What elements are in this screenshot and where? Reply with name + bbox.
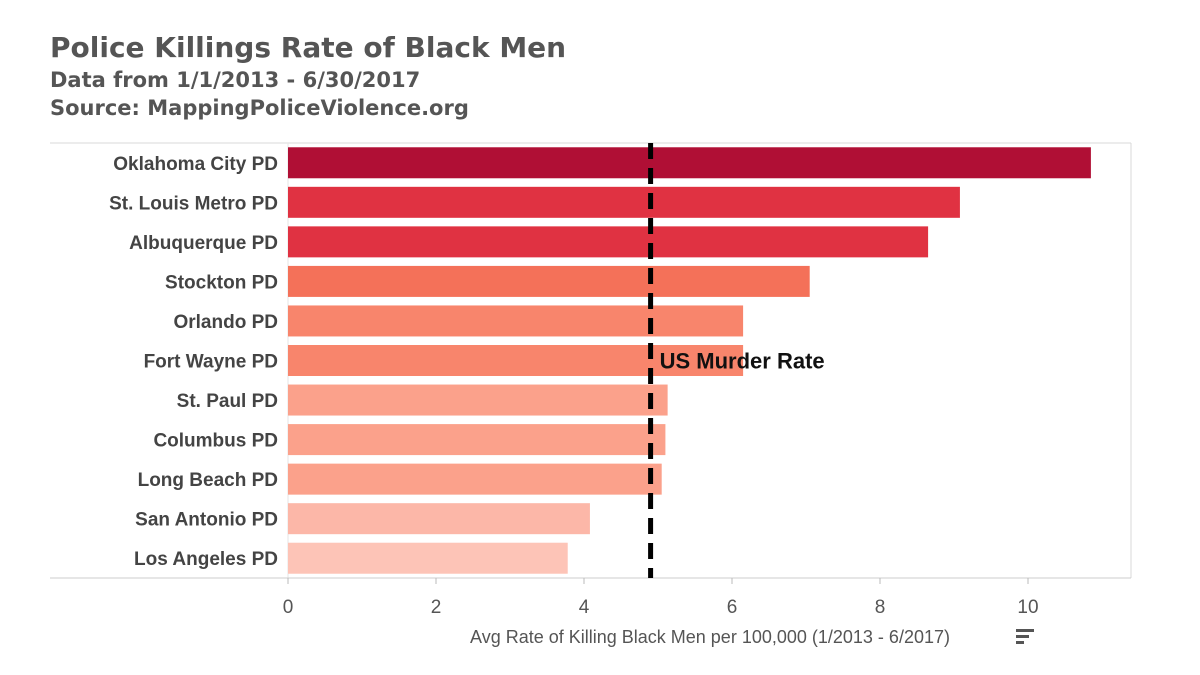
x-tick-label: 6 [727, 597, 738, 618]
bar[interactable] [288, 503, 590, 535]
x-tick-label: 10 [1017, 597, 1038, 618]
bar[interactable] [288, 305, 744, 337]
bar[interactable] [288, 186, 960, 218]
bar[interactable] [288, 463, 662, 495]
bar[interactable] [288, 542, 568, 574]
x-tick-label: 8 [875, 597, 886, 618]
category-label: St. Paul PD [177, 391, 278, 412]
bar[interactable] [288, 384, 668, 416]
category-label: Albuquerque PD [129, 233, 278, 254]
sort-descending-icon[interactable] [1016, 629, 1034, 644]
sort-icon-bar [1016, 629, 1034, 632]
chart-subtitle-dates: Data from 1/1/2013 - 6/30/2017 [50, 68, 421, 92]
sort-icon-bar [1016, 635, 1029, 638]
category-label: Los Angeles PD [134, 549, 278, 570]
bar[interactable] [288, 147, 1091, 179]
category-label: Orlando PD [173, 312, 278, 333]
bar[interactable] [288, 265, 810, 297]
reference-line-group: US Murder Rate [648, 143, 825, 578]
sort-icon-bar [1016, 641, 1024, 644]
x-axis-ticks: 0 2 4 6 8 10 [283, 578, 1039, 618]
category-label: Oklahoma City PD [113, 154, 278, 175]
category-label: Fort Wayne PD [144, 352, 278, 373]
category-label: San Antonio PD [135, 510, 278, 531]
chart-header: Police Killings Rate of Black Men Data f… [50, 30, 566, 122]
x-tick-label: 4 [579, 597, 590, 618]
bar[interactable] [288, 226, 929, 258]
category-label: Stockton PD [165, 272, 278, 293]
chart-subtitle-source: Source: MappingPoliceViolence.org [50, 96, 469, 120]
chart-title: Police Killings Rate of Black Men [50, 31, 567, 64]
bar[interactable] [288, 424, 666, 456]
category-labels: Oklahoma City PD St. Louis Metro PD Albuqu… [109, 154, 278, 570]
bars-group [288, 147, 1091, 574]
category-label: Long Beach PD [138, 470, 278, 491]
us-murder-rate-label: US Murder Rate [660, 349, 825, 374]
bar[interactable] [288, 345, 744, 376]
category-label: St. Louis Metro PD [109, 193, 278, 214]
x-axis-title: Avg Rate of Killing Black Men per 100,00… [470, 627, 950, 647]
x-tick-label: 2 [431, 597, 442, 618]
category-label: Columbus PD [153, 431, 278, 452]
x-tick-label: 0 [283, 597, 294, 618]
